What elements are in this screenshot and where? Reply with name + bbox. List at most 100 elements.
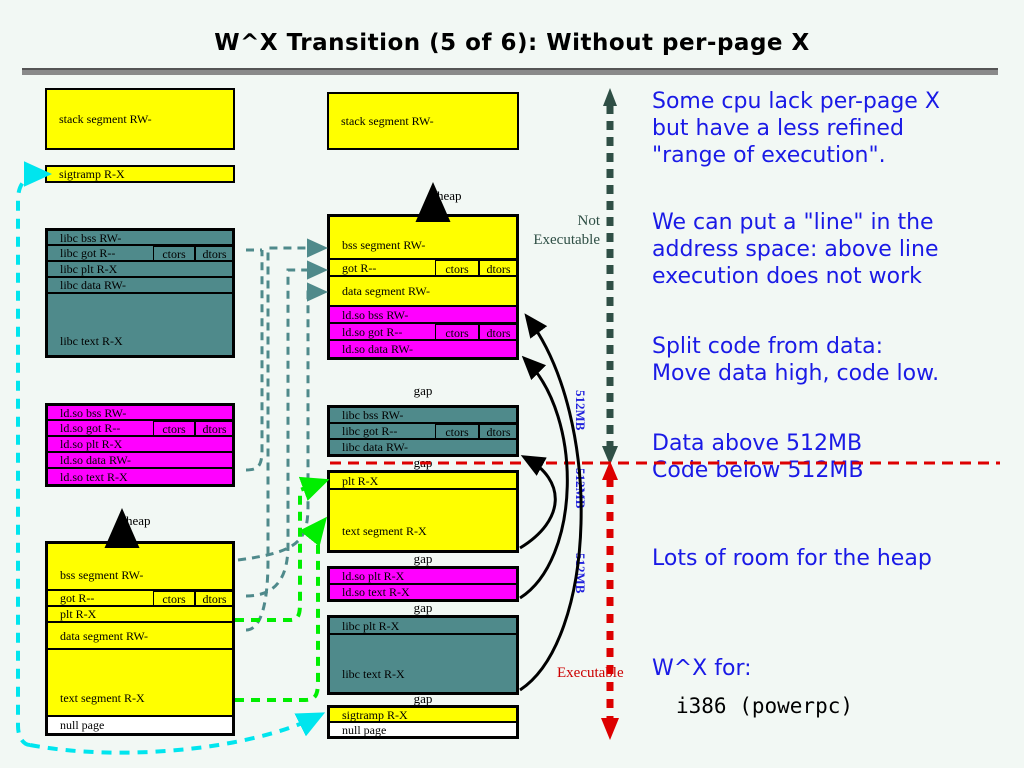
segment-libc-data: libc data RW- [47, 277, 233, 293]
mb-label-2: 512MB [573, 468, 588, 509]
segment-label: libc data RW- [342, 440, 408, 454]
arches-label: i386 (powerpc) [676, 694, 854, 718]
gap-label-5: gap [413, 691, 433, 706]
segment-label: null page [342, 722, 387, 737]
segment-label: ld.so bss RW- [60, 405, 127, 420]
segment-label: got R-- [342, 260, 377, 275]
segment-label: ld.so data RW- [342, 342, 413, 356]
segment-ldso-plt: ld.so plt R-X [47, 436, 233, 452]
segment-data: data segment RW- [329, 276, 517, 306]
segment-ldso-got: ld.so got R-- ctors dtors [329, 323, 517, 340]
subbox-label: ctors [445, 425, 469, 439]
not-exec-line1: Not [577, 213, 601, 229]
segment-label: bss segment RW- [342, 238, 426, 252]
slide-title: W^X Transition (5 of 6): Without per-pag… [214, 30, 810, 56]
segment-null-page: null page [47, 716, 233, 734]
segment-label: libc plt R-X [342, 618, 400, 633]
note-5: Lots of room for the heap [652, 546, 932, 571]
segment-label: libc text R-X [60, 334, 123, 348]
subbox-dtors: dtors [195, 421, 232, 436]
segment-stack: stack segment RW- [329, 94, 517, 148]
left-ldso-group: ld.so bss RW- ld.so got R-- ctors dtors … [45, 403, 235, 487]
green-connector-arrows [235, 476, 330, 702]
subbox-ctors: ctors [153, 421, 195, 435]
subbox-label: ctors [445, 261, 469, 276]
teal-connector-arrows [237, 238, 328, 632]
segment-label: ld.so got R-- [60, 421, 121, 435]
segment-ldso-bss: ld.so bss RW- [329, 306, 517, 323]
segment-label: plt R-X [342, 473, 379, 488]
subbox-label: ctors [162, 592, 186, 606]
segment-label: text segment R-X [342, 524, 427, 538]
mb-label-3: 512MB [573, 553, 588, 594]
segment-label: ld.so data RW- [60, 453, 131, 467]
left-libc-group: libc bss RW- libc got R-- ctors dtors li… [45, 228, 235, 358]
segment-label: got R-- [60, 591, 95, 605]
subbox-ctors: ctors [153, 591, 195, 606]
subbox-label: dtors [202, 247, 227, 261]
subbox-label: dtors [486, 425, 511, 439]
note-3: Split code from data: Move data high, co… [652, 334, 940, 386]
left-heap-label: heap [126, 513, 151, 528]
subbox-label: ctors [162, 247, 186, 261]
note-1: Some cpu lack per-page X but have a less… [652, 89, 940, 168]
note-2: We can put a "line" in the address space… [652, 210, 939, 289]
subbox-ctors: ctors [435, 424, 479, 439]
not-executable-label: Not Executable [520, 212, 600, 250]
segment-label: stack segment RW- [341, 114, 434, 128]
segment-ldso-got: ld.so got R-- ctors dtors [47, 420, 233, 436]
mid-prog-code-group: plt R-X text segment R-X [327, 470, 519, 553]
subbox-ctors: ctors [153, 246, 195, 261]
segment-libc-got: libc got R-- ctors dtors [329, 423, 517, 439]
segment-label: sigtramp R-X [342, 707, 408, 722]
left-program-group: bss segment RW- got R-- ctors dtors plt … [45, 541, 235, 736]
subbox-label: dtors [202, 592, 227, 606]
note-4: Data above 512MB Code below 512MB [652, 431, 864, 483]
segment-libc-got: libc got R-- ctors dtors [47, 245, 233, 261]
segment-label: data segment RW- [60, 628, 148, 643]
segment-label: libc data RW- [60, 278, 126, 292]
mid-data-high-group: bss segment RW- got R-- ctors dtors data… [327, 214, 519, 360]
segment-ldso-data: ld.so data RW- [47, 452, 233, 468]
segment-sigtramp: sigtramp R-X [329, 707, 517, 722]
subbox-dtors: dtors [195, 591, 232, 606]
mid-libc-code-group: libc plt R-X libc text R-X [327, 615, 519, 695]
subbox-dtors: dtors [195, 246, 232, 261]
subbox-ctors: ctors [435, 324, 479, 340]
segment-label: libc got R-- [342, 424, 398, 438]
segment-text: text segment R-X [47, 649, 233, 716]
segment-label: libc bss RW- [60, 230, 122, 245]
segment-plt: plt R-X [329, 472, 517, 489]
mid-stack-group: stack segment RW- [327, 92, 519, 150]
executable-arrow [601, 461, 619, 740]
mb-label-1: 512MB [573, 390, 588, 431]
segment-libc-plt: libc plt R-X [329, 617, 517, 634]
segment-label: plt R-X [60, 607, 97, 621]
subbox-dtors: dtors [479, 424, 516, 439]
mid-ldso-code-group: ld.so plt R-X ld.so text R-X [327, 566, 519, 602]
segment-label: stack segment RW- [59, 112, 152, 126]
subbox-label: dtors [486, 325, 511, 340]
segment-ldso-text: ld.so text R-X [47, 468, 233, 485]
gap-label-1: gap [413, 383, 433, 398]
segment-label: libc bss RW- [342, 408, 404, 422]
left-stack-group: stack segment RW- [45, 88, 235, 150]
subbox-ctors: ctors [435, 260, 479, 276]
segment-ldso-plt: ld.so plt R-X [329, 568, 517, 584]
segment-label: ld.so text R-X [60, 469, 128, 484]
segment-ldso-data: ld.so data RW- [329, 340, 517, 358]
segment-text: text segment R-X [329, 489, 517, 551]
subbox-label: ctors [445, 325, 469, 340]
segment-libc-text: libc text R-X [47, 293, 233, 356]
segment-bss: bss segment RW- [47, 543, 233, 590]
segment-libc-bss: libc bss RW- [47, 230, 233, 245]
wx-for-label: W^X for: [652, 656, 752, 681]
segment-label: libc got R-- [60, 246, 116, 260]
segment-label: null page [60, 718, 105, 732]
gap-label-3: gap [413, 551, 433, 566]
segment-ldso-bss: ld.so bss RW- [47, 405, 233, 420]
not-exec-line2: Executable [533, 232, 600, 248]
segment-label: ld.so plt R-X [342, 569, 405, 583]
segment-libc-text: libc text R-X [329, 634, 517, 693]
subbox-label: dtors [202, 422, 227, 436]
